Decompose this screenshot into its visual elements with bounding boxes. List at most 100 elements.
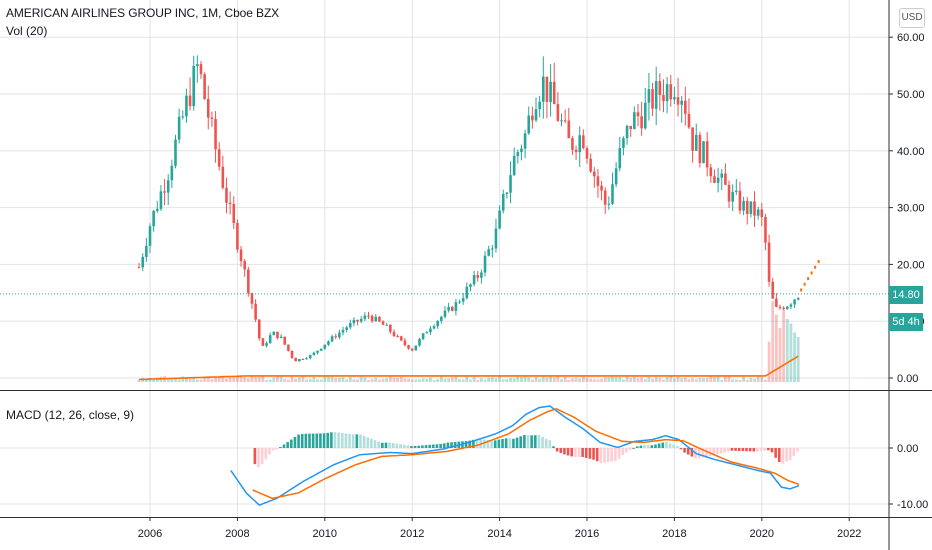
candle-down [232, 204, 236, 224]
candle-up [316, 350, 319, 353]
macd-histogram-bar [763, 448, 767, 451]
volume-bar [279, 376, 283, 382]
macd-histogram-bar [275, 448, 279, 450]
volume-bar [257, 377, 261, 382]
macd-histogram-bar [544, 438, 548, 448]
macd-histogram-bar [297, 434, 300, 448]
candle-up [363, 315, 367, 319]
time-tick-label: 2016 [575, 528, 599, 540]
candle-up [720, 173, 724, 178]
volume-bar [341, 377, 345, 382]
volume-bar [785, 319, 789, 382]
bar-countdown-tag: 5d 4h [889, 313, 923, 331]
volume-bar [716, 376, 720, 382]
candle-down [775, 298, 778, 307]
currency-button[interactable]: USD [899, 8, 925, 28]
candle-up [341, 329, 345, 333]
candle-down [709, 167, 713, 177]
macd-histogram-bar [632, 447, 635, 449]
volume-bar [272, 377, 276, 382]
macd-histogram-bar [410, 446, 413, 448]
candle-down [370, 315, 374, 322]
candle-down [381, 321, 385, 325]
projection-dot [814, 265, 817, 269]
volume-bar [662, 379, 665, 382]
volume-bar [337, 377, 341, 382]
macd-histogram-bar [504, 438, 508, 448]
macd-histogram-bar [300, 433, 304, 448]
macd-histogram-bar [319, 433, 322, 448]
volume-bar [239, 376, 243, 382]
price-tick-label: 50.00 [897, 89, 925, 101]
macd-histogram-bar [599, 448, 603, 464]
candle-up [480, 272, 483, 278]
macd-histogram-bar [359, 434, 362, 448]
candle-up [152, 210, 155, 227]
volume-bar [192, 378, 196, 382]
macd-histogram-bar [366, 437, 370, 448]
macd-histogram-bar [665, 442, 668, 448]
candle-up [622, 138, 625, 149]
volume-bar [210, 379, 214, 382]
volume-bar [261, 376, 265, 382]
volume-bar [676, 376, 680, 382]
macd-histogram-bar [581, 448, 584, 457]
macd-histogram-bar [355, 434, 359, 448]
volume-bar [764, 379, 767, 382]
volume-bar [581, 376, 585, 382]
candle-down [727, 184, 731, 202]
macd-indicator-label[interactable]: MACD (12, 26, close, 9) [6, 408, 135, 422]
candle-down [206, 98, 210, 118]
candle-down [771, 281, 775, 299]
macd-histogram-bar [293, 437, 297, 448]
candle-up [330, 336, 334, 342]
volume-bar [793, 332, 796, 382]
volume-bar [308, 379, 312, 382]
volume-bar [665, 376, 669, 382]
candle-up [432, 326, 436, 329]
macd-histogram-bar [395, 443, 399, 448]
candle-up [643, 102, 647, 129]
candle-up [312, 352, 316, 356]
macd-histogram-bar [381, 442, 384, 448]
volume-bar [629, 377, 633, 382]
candle-down [636, 112, 640, 117]
macd-histogram-bar [512, 438, 515, 448]
volume-bar [214, 376, 217, 382]
volume-bar [283, 378, 287, 382]
candle-up [308, 355, 312, 359]
volume-bar [221, 376, 225, 382]
candle-down [163, 191, 166, 193]
macd-histogram-bar [555, 448, 559, 452]
volume-bar [501, 379, 505, 382]
volume-bar [541, 376, 545, 382]
volume-bar [778, 328, 782, 382]
volume-bar [403, 378, 407, 382]
volume-bar [370, 379, 374, 382]
candle-up [469, 284, 472, 287]
macd-histogram-bar [777, 448, 781, 463]
volume-bar [767, 341, 771, 382]
macd-histogram-bar [501, 438, 504, 448]
candle-down [301, 359, 305, 361]
volume-indicator-label[interactable]: Vol (20) [6, 24, 48, 38]
volume-bar [250, 376, 254, 382]
candle-down [450, 306, 454, 311]
volume-bar [592, 379, 596, 382]
candle-down [738, 190, 742, 211]
candle-up [454, 302, 458, 311]
volume-bar [654, 377, 658, 382]
volume-bar [381, 378, 385, 382]
macd-signal-line [252, 407, 800, 500]
volume-bar [199, 379, 203, 382]
macd-histogram-bar [606, 448, 610, 462]
volume-bar [465, 376, 469, 382]
volume-bar [625, 376, 629, 382]
macd-histogram-bar [577, 448, 581, 457]
macd-histogram-bar [621, 448, 624, 455]
macd-histogram-bar [592, 448, 595, 460]
volume-bars [137, 301, 800, 382]
volume-bar [771, 301, 775, 382]
volume-bar [385, 378, 389, 382]
